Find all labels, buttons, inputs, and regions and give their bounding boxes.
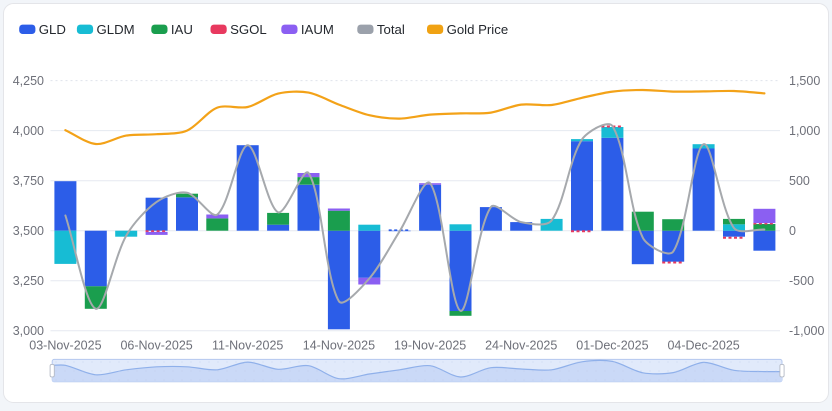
svg-text:3,250: 3,250 [13,274,44,288]
svg-text:19-Nov-2025: 19-Nov-2025 [394,339,466,353]
svg-text:3,750: 3,750 [13,174,44,188]
svg-text:01-Dec-2025: 01-Dec-2025 [576,339,648,353]
svg-text:SGOL: SGOL [230,22,267,37]
svg-text:04-Dec-2025: 04-Dec-2025 [667,339,739,353]
svg-text:-1,000: -1,000 [789,324,824,338]
svg-text:0: 0 [789,224,796,238]
svg-text:11-Nov-2025: 11-Nov-2025 [212,339,283,353]
svg-text:1,000: 1,000 [789,124,820,138]
svg-text:Gold Price: Gold Price [447,22,509,37]
svg-text:06-Nov-2025: 06-Nov-2025 [120,339,192,353]
svg-text:GLD: GLD [39,22,66,37]
svg-text:4,250: 4,250 [13,74,44,88]
svg-text:-500: -500 [789,274,814,288]
svg-text:Total: Total [377,22,405,37]
svg-text:500: 500 [789,174,810,188]
svg-text:3,500: 3,500 [13,224,44,238]
svg-text:24-Nov-2025: 24-Nov-2025 [485,339,557,353]
svg-text:03-Nov-2025: 03-Nov-2025 [29,339,101,353]
svg-text:IAUM: IAUM [301,22,334,37]
svg-text:14-Nov-2025: 14-Nov-2025 [303,339,375,353]
svg-text:1,500: 1,500 [789,74,820,88]
svg-text:4,000: 4,000 [13,124,44,138]
svg-text:GLDM: GLDM [97,22,135,37]
svg-text:3,000: 3,000 [13,324,44,338]
svg-text:IAU: IAU [171,22,193,37]
